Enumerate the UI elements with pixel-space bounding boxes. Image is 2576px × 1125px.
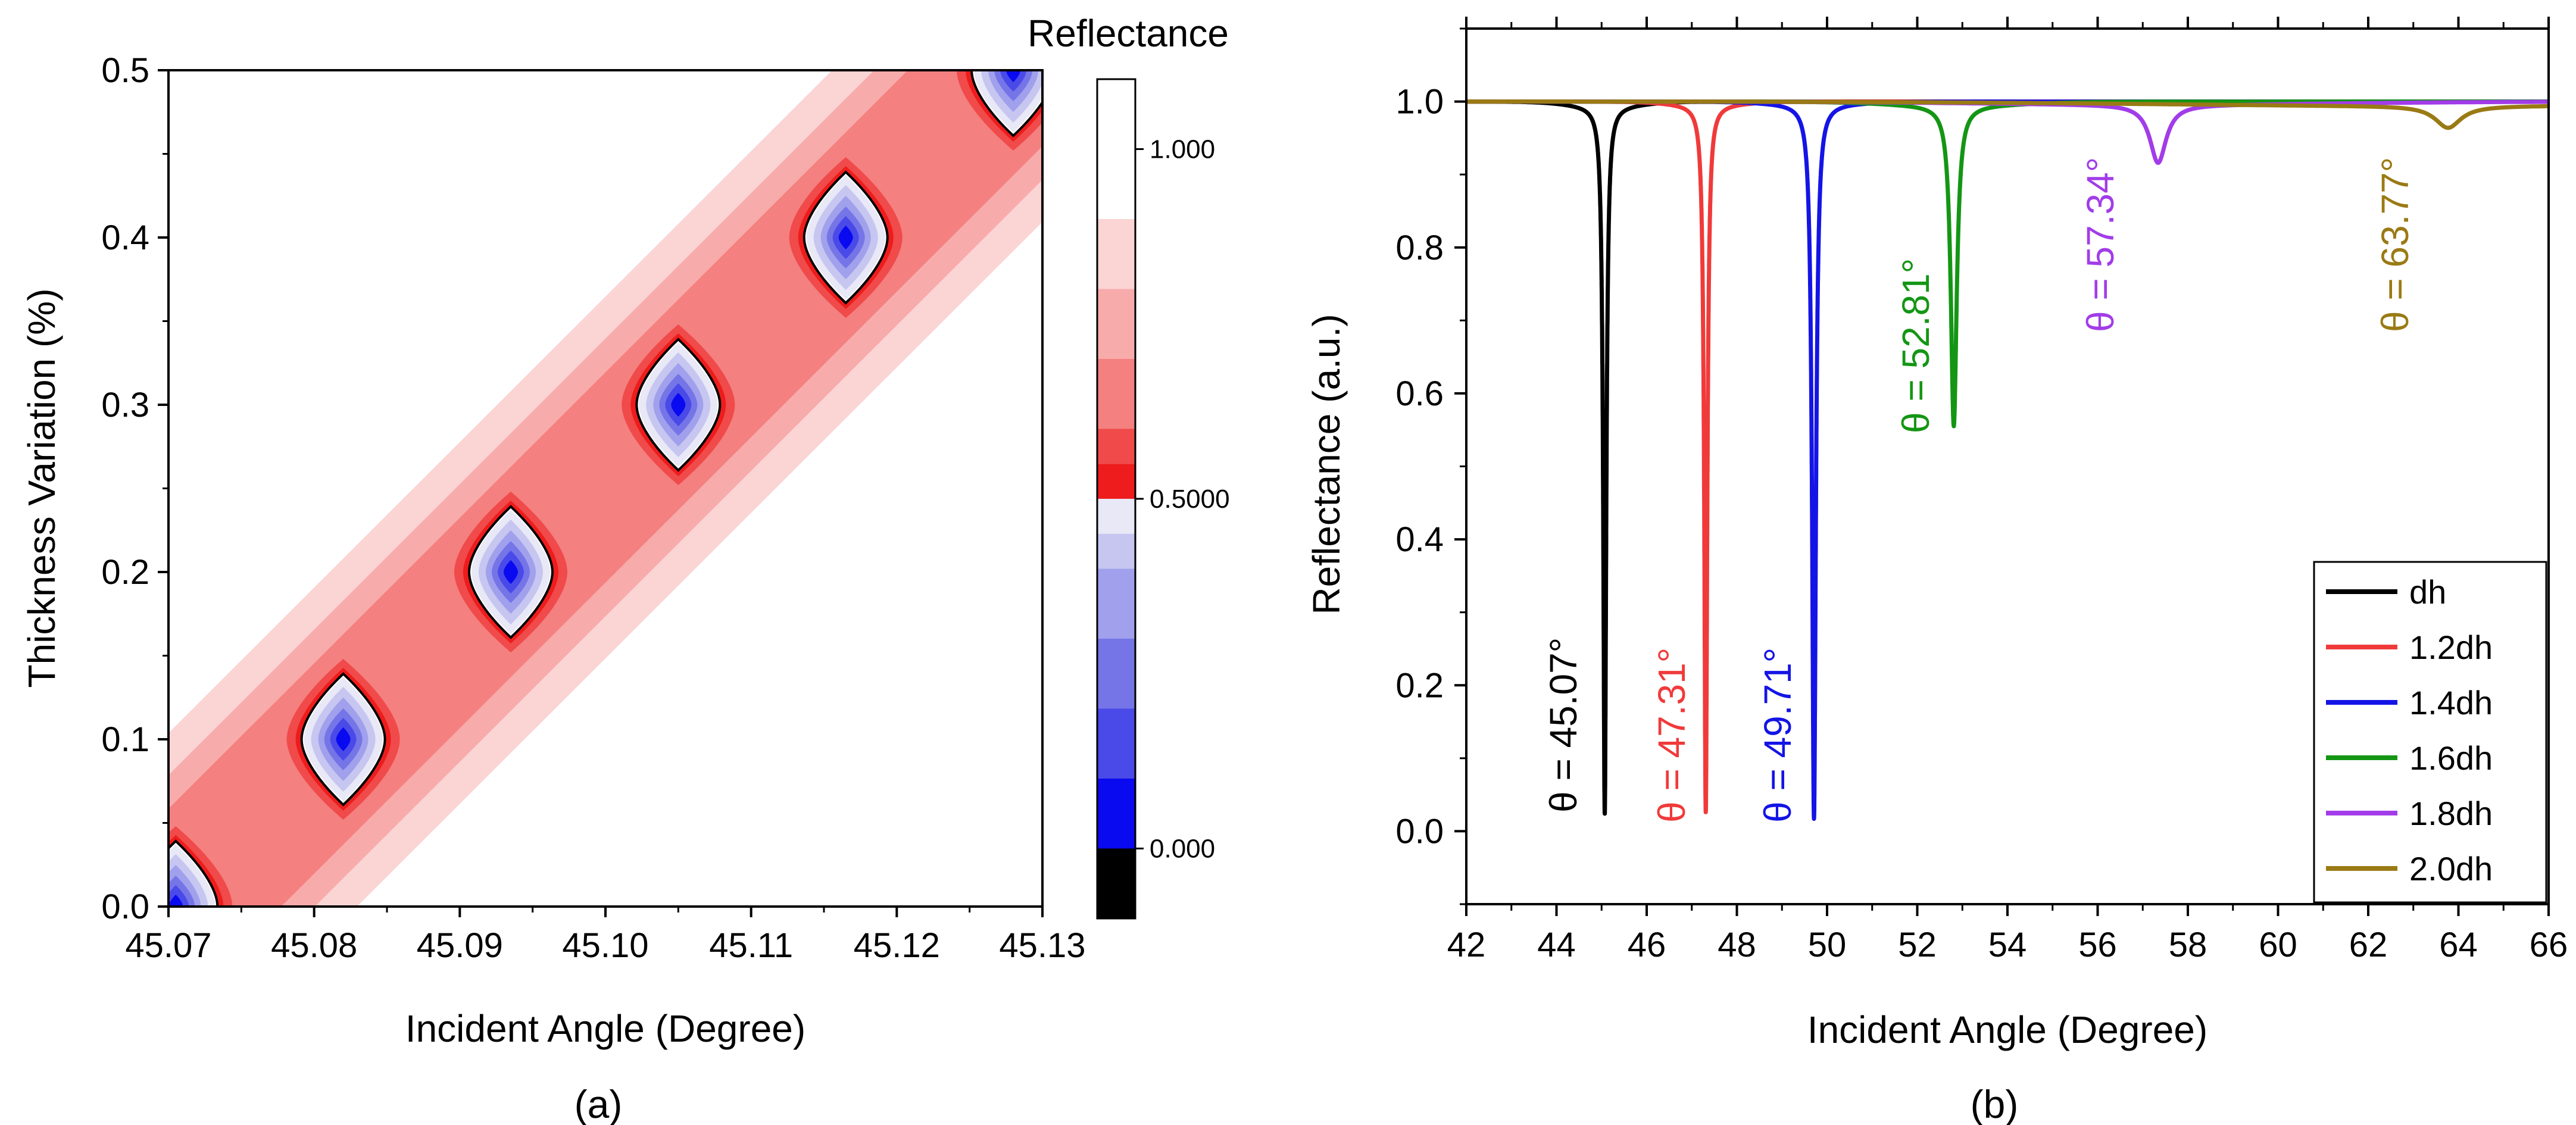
panel-label-a: (a) xyxy=(574,1082,623,1125)
line-xlabel: Incident Angle (Degree) xyxy=(1807,1008,2207,1051)
y-tick-label: 0.4 xyxy=(101,218,149,257)
x-tick-label: 45.10 xyxy=(562,926,648,965)
colorbar-ticks: 1.000 0.5000 0.000 xyxy=(1135,135,1230,864)
reflectance-minimum xyxy=(949,70,1042,160)
x-tick-label: 52 xyxy=(1898,926,1937,964)
legend: dh 1.2dh 1.4dh 1.6dh 1.8dh 2.0dh xyxy=(2313,561,2547,904)
heatmap-contours xyxy=(168,70,1042,907)
colorbar-band xyxy=(1097,289,1135,359)
x-tick-label: 58 xyxy=(2169,926,2207,964)
dip-annotation: θ = 45.07° xyxy=(1542,638,1585,812)
legend-label: 1.4dh xyxy=(2409,684,2493,721)
x-tick-label: 42 xyxy=(1447,926,1486,964)
heatmap-panel-a: 45.07 45.08 45.09 45.10 45.11 45.12 45.13 0.0 0.… xyxy=(20,12,1230,1125)
colorbar-band xyxy=(1097,639,1135,709)
x-tick-label: 50 xyxy=(1808,926,1847,964)
heatmap-axes: 45.07 45.08 45.09 45.10 45.11 45.12 45.13 0.0 0.… xyxy=(101,51,1085,965)
x-tick-label: 45.11 xyxy=(709,926,793,965)
colorbar-band xyxy=(1097,79,1135,149)
x-tick-label: 44 xyxy=(1537,926,1576,964)
reflectance-curve-2.0dh xyxy=(1466,99,2549,130)
y-tick-label: 0.0 xyxy=(1395,812,1444,851)
x-tick-label: 45.09 xyxy=(417,926,503,965)
y-tick-label: 0.2 xyxy=(1395,666,1444,705)
dip-annotation: θ = 49.71° xyxy=(1756,648,1799,823)
contour-band-2 xyxy=(168,70,1042,907)
reflectance-minimum xyxy=(781,148,910,327)
colorbar-bands xyxy=(1097,79,1135,918)
line-panel-b: 42 44 46 48 50 52 54 56 58 60 62 64 66 0.0 0.2 0.4 0.6 0.… xyxy=(1305,17,2568,1125)
colorbar: Reflectance 1.000 0.5000 0.000 xyxy=(1028,12,1230,920)
dip-annotation: θ = 52.81° xyxy=(1894,258,1937,433)
y-tick-label: 0.2 xyxy=(101,553,149,592)
y-tick-label: 0.8 xyxy=(1395,229,1444,267)
x-tick-label: 48 xyxy=(1718,926,1756,964)
x-tick-label: 45.13 xyxy=(999,926,1085,965)
y-tick-label: 0.3 xyxy=(101,386,149,424)
y-tick-label: 0.0 xyxy=(101,888,149,926)
x-tick-label: 45.12 xyxy=(854,926,940,965)
colorbar-band xyxy=(1097,779,1135,849)
x-tick-label: 45.07 xyxy=(125,926,211,965)
contour-level xyxy=(168,895,183,907)
reflectance-curves xyxy=(1466,99,2549,821)
colorbar-band xyxy=(1097,359,1135,429)
y-tick-label: 0.1 xyxy=(101,720,149,759)
reflectance-minimum xyxy=(279,650,408,829)
colorbar-tick-label: 0.000 xyxy=(1150,835,1215,864)
line-frame xyxy=(1465,27,2550,905)
dip-annotation: θ = 63.77° xyxy=(2374,157,2416,332)
x-tick-label: 54 xyxy=(1988,926,2027,964)
contour-level xyxy=(838,226,853,249)
y-tick-label: 0.6 xyxy=(1395,374,1444,413)
reflectance-minimum xyxy=(614,315,743,494)
x-tick-label: 60 xyxy=(2259,926,2297,964)
dip-annotations: θ = 45.07° θ = 47.31° θ = 49.71° θ = 52.81°… xyxy=(1542,157,2416,823)
contour-level xyxy=(671,393,686,417)
colorbar-band xyxy=(1097,499,1135,534)
legend-label: 1.2dh xyxy=(2409,629,2493,666)
colorbar-band xyxy=(1097,149,1135,219)
legend-label: 1.6dh xyxy=(2409,739,2493,777)
x-tick-label: 62 xyxy=(2349,926,2388,964)
colorbar-band xyxy=(1097,533,1135,569)
heatmap-ylabel: Thickness Variation (%) xyxy=(20,288,63,688)
legend-label: 1.8dh xyxy=(2409,795,2493,832)
reflectance-axes: 42 44 46 48 50 52 54 56 58 60 62 64 66 0.0 0.2 0.4 0.6 0.… xyxy=(1395,17,2568,964)
reflectance-minimum xyxy=(168,817,241,907)
x-tick-label: 56 xyxy=(2078,926,2117,964)
x-tick-label: 66 xyxy=(2530,926,2568,964)
x-tick-label: 46 xyxy=(1628,926,1666,964)
colorbar-title: Reflectance xyxy=(1028,12,1229,55)
x-tick-label: 64 xyxy=(2439,926,2478,964)
colorbar-band xyxy=(1097,219,1135,289)
colorbar-tick-label: 1.000 xyxy=(1150,135,1215,164)
colorbar-tick-label: 0.5000 xyxy=(1150,485,1230,514)
colorbar-band xyxy=(1097,708,1135,779)
legend-label: 2.0dh xyxy=(2409,850,2493,888)
dip-annotation: θ = 57.34° xyxy=(2079,157,2122,332)
colorbar-band xyxy=(1097,429,1135,464)
colorbar-band xyxy=(1097,848,1135,918)
colorbar-band xyxy=(1097,464,1135,499)
contour-level xyxy=(503,560,518,584)
panel-label-b: (b) xyxy=(1971,1082,2019,1125)
x-tick-label: 45.08 xyxy=(271,926,357,965)
y-tick-label: 0.4 xyxy=(1395,520,1444,559)
legend-box xyxy=(2313,561,2547,904)
contour-level xyxy=(1006,70,1021,82)
y-tick-label: 0.5 xyxy=(101,51,149,90)
colorbar-band xyxy=(1097,568,1135,639)
legend-label: dh xyxy=(2409,573,2446,611)
y-tick-label: 1.0 xyxy=(1395,83,1444,121)
dip-annotation: θ = 47.31° xyxy=(1650,648,1693,823)
reflectance-minimum xyxy=(446,483,575,661)
heatmap-xlabel: Incident Angle (Degree) xyxy=(405,1007,805,1050)
line-ylabel: Reflectance (a.u.) xyxy=(1305,314,1348,614)
contour-level xyxy=(336,727,351,751)
